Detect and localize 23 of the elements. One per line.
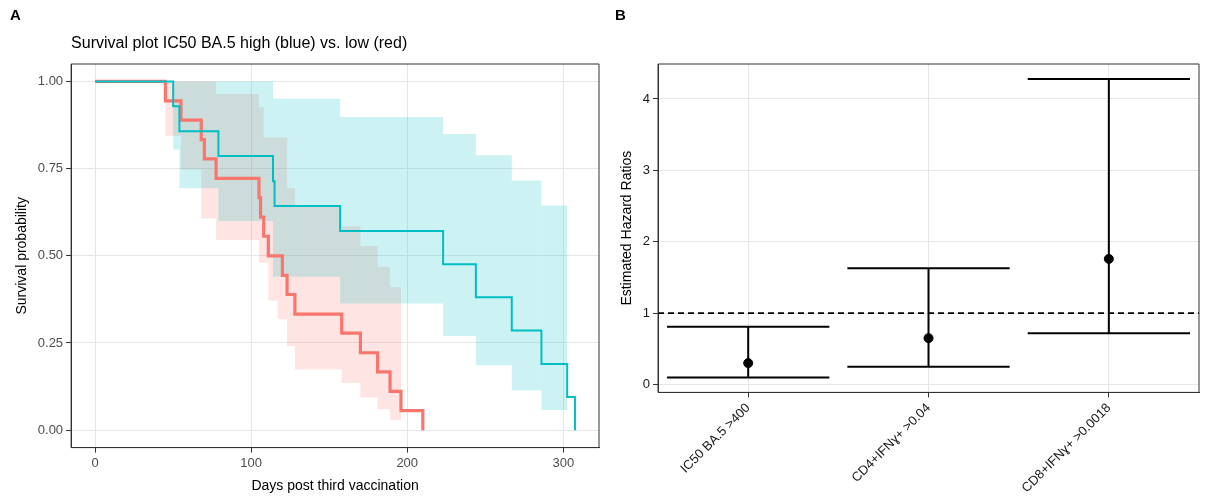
y-axis-title: Survival probability — [13, 197, 30, 315]
y-tick-label: 1 — [642, 304, 651, 320]
chart-title: Survival plot IC50 BA.5 high (blue) vs. low (red) — [71, 34, 408, 51]
y-tick-label: 0.50 — [37, 247, 64, 263]
y-tick-label: 4 — [642, 90, 651, 106]
x-tick-label: 300 — [552, 454, 575, 470]
point — [1103, 253, 1114, 264]
x-tick-label: 0 — [91, 454, 99, 470]
text: A — [10, 5, 21, 23]
point — [743, 358, 754, 369]
y-tick-label: 2 — [642, 233, 651, 249]
y-tick-label: 0.25 — [37, 334, 64, 350]
y-tick-label: 0.00 — [37, 421, 64, 437]
y-tick-label: 0.75 — [37, 160, 64, 176]
x-axis-title: Days post third vaccination — [251, 477, 419, 494]
y-tick-label: 1.00 — [37, 73, 64, 89]
y-tick-label: 3 — [642, 161, 651, 177]
x-tick-label: 100 — [240, 454, 263, 470]
text: B — [615, 5, 626, 23]
y-axis-title: Estimated Hazard Ratios — [618, 150, 635, 306]
x-tick-label: 200 — [396, 454, 419, 470]
y-tick-label: 0 — [642, 376, 651, 392]
point — [923, 333, 934, 344]
